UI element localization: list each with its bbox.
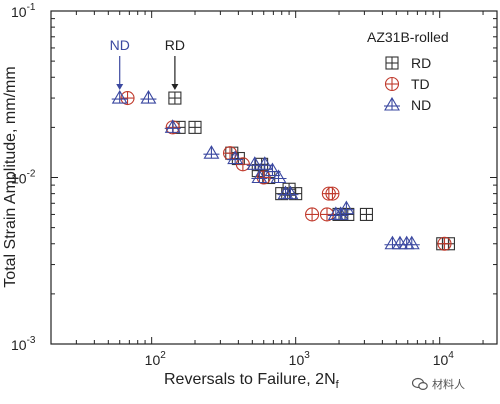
y-tick-label: 10-1 <box>11 2 36 20</box>
legend-marker-td <box>384 76 400 92</box>
annotation-text: RD <box>165 37 185 53</box>
y-tick-label: 10-2 <box>11 169 36 187</box>
legend-title: AZ31B-rolled <box>367 29 449 45</box>
y-tick-label: 10-3 <box>11 335 36 353</box>
annotations: ND RD <box>110 37 185 91</box>
data-point-nd <box>111 89 128 104</box>
data-point-nd <box>140 89 157 104</box>
data-point-nd <box>282 185 299 200</box>
tick-labels: 102 103 104 10-3 10-2 10-1 <box>11 2 454 368</box>
annotation-arrowhead <box>171 84 179 91</box>
data-point-nd <box>403 235 420 250</box>
legend: AZ31B-rolled RD TD ND <box>367 29 449 113</box>
legend-marker-nd <box>384 96 400 111</box>
watermark-text: 材料人 <box>432 378 465 391</box>
wechat-logo-icon <box>412 377 428 391</box>
data-point-nd <box>384 235 401 250</box>
data-point-nd <box>227 150 244 165</box>
annotation-nd: ND <box>110 37 130 91</box>
x-axis-label: Reversals to Failure, 2Nf <box>164 371 340 391</box>
data-point-nd <box>203 145 220 159</box>
data-point-nd <box>338 200 355 215</box>
data-point-nd <box>251 169 268 184</box>
x-tick-label: 104 <box>433 350 455 368</box>
data-point-rd <box>188 120 202 134</box>
data-point-rd <box>359 207 373 221</box>
data-points <box>111 89 455 251</box>
data-point-nd <box>270 169 287 184</box>
legend-label-td: TD <box>411 76 430 92</box>
legend-marker-rd <box>385 56 399 70</box>
annotation-text: ND <box>110 37 130 53</box>
x-tick-label: 103 <box>289 350 311 368</box>
data-point-rd <box>168 91 182 105</box>
data-point-td <box>319 207 335 222</box>
data-point-nd <box>164 119 181 133</box>
data-point-nd <box>256 156 273 170</box>
legend-label-rd: RD <box>411 55 431 71</box>
data-point-td <box>325 186 340 201</box>
data-point-rd <box>341 207 355 221</box>
annotation-arrowhead <box>116 84 124 91</box>
legend-label-nd: ND <box>411 97 431 113</box>
data-point-td <box>437 236 452 251</box>
watermark: 材料人 <box>412 372 498 396</box>
annotation-rd: RD <box>165 37 185 91</box>
axis-ticks <box>50 10 497 345</box>
data-point-td <box>305 207 320 222</box>
y-axis-label: Total Strain Amplitude, mm/mm <box>2 66 19 287</box>
x-tick-label: 102 <box>145 350 167 368</box>
